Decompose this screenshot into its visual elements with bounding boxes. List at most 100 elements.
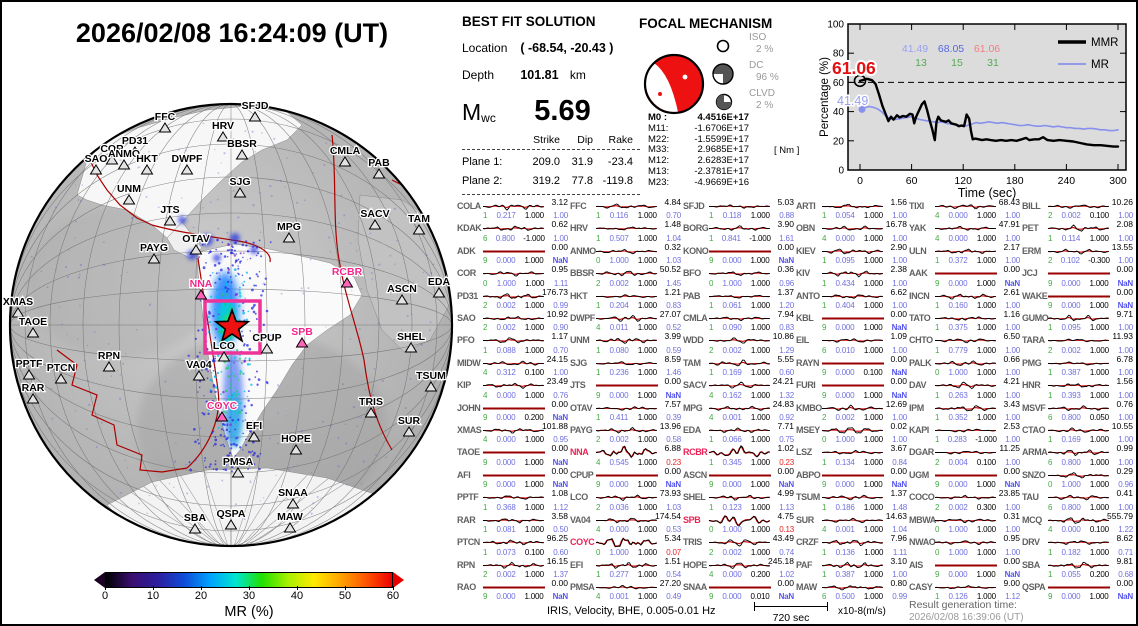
event-datetime-title: 2026/02/08 16:24:09 (UT) [75,18,389,48]
max-amplitude: 1.08 [551,488,568,499]
station-triangle-icon-spb [295,337,309,348]
max-amplitude: 1.56 [1116,376,1133,387]
max-amplitude: 555.79 [1107,510,1133,521]
station-row-bfo: BFO 0.36 0 1.000 1.000 0.96 [683,264,796,288]
waveform-trace [1047,224,1109,233]
station-code: TATO [909,313,931,324]
magnitude-value: 5.69 [534,95,591,127]
station-row-coyc: COYC 5.34 0 1.000 1.000 0.07 [570,533,683,557]
station-row-crzf: CRZF 7.96 1 0.136 1.000 1.11 [796,533,909,557]
station-metrics: 1 0.134 1.000 0.84 [822,457,907,467]
station-row-pptf: PPTF 1.08 1 0.368 1.000 1.12 [457,488,570,512]
waveform-trace [821,225,883,231]
station-code: AIS [909,559,923,570]
station-triangle-icon-efi [247,431,261,442]
station-row-mpg: MPG 24.83 4 0.001 1.000 0.92 [683,399,796,423]
waveform-trace [822,338,883,344]
waveform-trace [822,404,883,411]
station-code: ARMA [1022,447,1048,458]
waveform-trace [1047,404,1109,411]
station-code: BORG [683,223,709,234]
waveform-trace [822,270,883,278]
station-label-ascn: ASCN [387,283,417,295]
station-triangle-icon-sao [89,164,103,175]
station-row-obn: OBN 16.78 4 0.000 1.000 1.00 [796,219,909,243]
station-metrics: 2 0.004 0.100 1.00 [935,457,1020,467]
max-amplitude: 0.00 [777,577,794,588]
station-row-jts: JTS 0.00 9 0.000 1.000 NaN [570,376,683,400]
epicenter-star-icon [213,307,251,343]
waveform-trace [934,360,996,366]
station-metrics: 1 0.277 1.000 0.54 [596,569,681,579]
station-triangle-icon-pptf [22,369,36,380]
station-metrics: 2 0.002 1.000 0.99 [483,301,568,311]
max-amplitude: 0.00 [1116,286,1133,297]
waveform-trace [935,272,997,275]
svg-text:0: 0 [857,175,863,187]
location-label: Location [462,41,508,55]
max-amplitude: 9.00 [1003,577,1020,588]
station-metrics: 1 0.217 1.000 1.00 [483,211,568,221]
max-amplitude: 8.62 [1116,533,1133,544]
station-code: BILL [1022,201,1041,211]
station-row-dgar: DGAR 11.25 2 0.004 0.100 1.00 [909,443,1022,467]
svg-text:0: 0 [838,166,844,177]
station-code: CHTO [909,335,933,346]
waveform-trace [483,407,545,410]
max-amplitude: 3.67 [890,443,907,454]
station-code: FURI [796,380,816,391]
waveform-trace [822,317,884,320]
station-code: EIL [796,335,809,346]
station-row-shel: SHEL 4.99 1 0.123 1.000 1.13 [683,488,796,512]
station-metrics: 4 0.000 0.200 1.02 [709,569,794,579]
max-amplitude: 0.76 [1116,398,1133,409]
max-amplitude: 0.00 [551,398,568,409]
focal-component-clvd: CLVD 2 % [749,88,775,111]
station-triangle-icon-sba [188,523,202,534]
svg-text:41.49: 41.49 [837,94,868,108]
station-metrics: 9 0.000 1.000 NaN [1048,592,1133,602]
max-amplitude: 23.49 [546,376,568,387]
station-metrics: 1 0.055 0.200 0.68 [1048,569,1133,579]
station-row-kiv: KIV 2.38 1 0.434 1.000 1.00 [796,264,909,288]
best-fit-solution-panel: BEST FIT SOLUTION Location ( -68.54, -20… [462,14,640,198]
epicenter-box [203,299,262,355]
station-metrics: 0 1.000 1.000 0.96 [709,278,794,288]
station-code: SPB [683,514,701,525]
station-label-spb: SPB [291,326,313,338]
max-amplitude: 176.73 [542,286,568,297]
station-row-ptcn: PTCN 96.25 1 0.073 0.100 0.60 [457,533,570,557]
max-amplitude: 7.94 [777,309,794,320]
station-label-tsum: TSUM [416,370,446,382]
waveform-trace [708,294,770,299]
station-metrics: 1 0.169 1.000 1.00 [1048,435,1133,445]
station-code: HNR [1022,380,1041,391]
waveform-trace [708,271,770,277]
station-label-sacv: SACV [360,208,389,220]
planes-header: Strike Dip Rake [462,134,640,146]
station-metrics: 0 1.000 1.000 1.00 [935,525,1020,535]
station-code: COLA [457,201,481,211]
svg-text:61.06: 61.06 [974,43,1000,55]
max-amplitude: 5.03 [777,197,794,207]
max-amplitude: 0.00 [890,465,907,476]
station-metrics: 4 0.000 1.000 1.00 [822,233,907,243]
max-amplitude: 1.51 [664,555,681,566]
waveform-trace [482,337,544,344]
station-metrics: 1 0.236 1.000 1.46 [596,368,681,378]
nodal-planes-table: Strike Dip Rake Plane 1: 209.0 31.9 -23.4 Pla… [462,134,640,195]
station-metrics: 1 0.073 0.100 0.60 [483,547,568,557]
station-metrics: 1 0.368 1.000 1.12 [483,502,568,512]
max-amplitude: 12.69 [885,398,907,409]
station-triangle-icon-ascn [395,294,409,305]
station-label-hrv: HRV [212,120,234,132]
station-metrics: 1 0.779 1.000 1.00 [935,345,1020,355]
station-code: SUR [796,514,814,525]
station-label-cpup: CPUP [252,332,281,344]
station-metrics: 0 1.000 1.000 0.96 [1048,480,1133,490]
station-code: INCN [909,290,930,301]
station-label-rcbr: RCBR [332,266,363,278]
station-metrics: 1 0.345 1.000 0.23 [709,457,794,467]
station-code: PFO [457,335,475,346]
station-row-incn: INCN 2.61 1 0.160 1.000 1.00 [909,287,1022,311]
